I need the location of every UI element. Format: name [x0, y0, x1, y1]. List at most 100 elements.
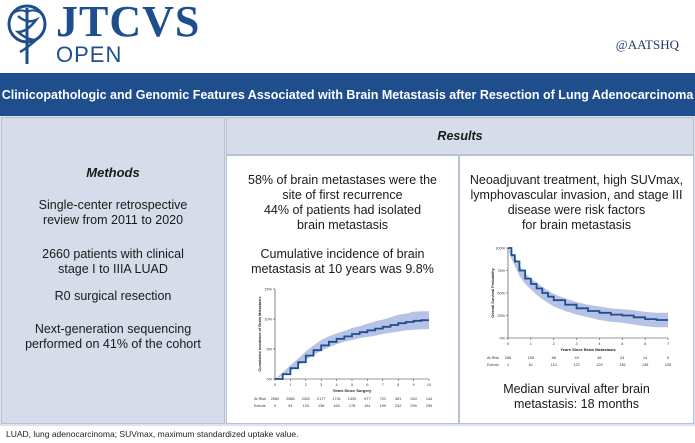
- risk-table-events-value: 199: [380, 404, 386, 408]
- finding-line: lymphovascular invasion, and stage III: [470, 188, 683, 202]
- overall-survival-chart: 0% 25% 50% 75% 100% 0 1 2 3 4 5 6 7 Years Since Brain…: [487, 247, 671, 367]
- x-tick-label: 10: [427, 383, 431, 387]
- confidence-band: [275, 311, 429, 379]
- x-tick-label: 8: [397, 383, 399, 387]
- x-tick-label: 2: [553, 342, 555, 346]
- methods-heading: Methods: [86, 165, 140, 180]
- risk-table-at-risk-value: 264: [410, 397, 416, 401]
- finding-line: site of first recurrence: [282, 188, 403, 202]
- x-tick-label: 6: [366, 383, 368, 387]
- risk-table-at-risk-value: 2660: [271, 397, 279, 401]
- caduceus-logo-icon: [7, 4, 47, 64]
- y-tick-label: 75%: [497, 269, 505, 273]
- risk-table-at-risk-value: 2320: [302, 397, 310, 401]
- methods-panel: Methods Single-center retrospective revi…: [1, 117, 225, 424]
- risk-table-events-value: 232: [395, 404, 401, 408]
- risk-table-at-risk-value: 266: [505, 356, 511, 360]
- cumulative-incidence-chart: 0% 5% 10% 15% 0 1 2 3 4 5 6 7 8 9 10 Years Since Surger…: [254, 288, 432, 408]
- risk-table-label: Events: [254, 404, 266, 408]
- risk-table-at-risk-value: 36: [597, 356, 601, 360]
- finding-line: brain metastasis: [296, 218, 388, 232]
- x-tick-label: 5: [621, 342, 623, 346]
- x-tick-label: 7: [667, 342, 669, 346]
- finding-line: for brain metastasis: [521, 218, 632, 232]
- risk-table-at-risk-value: 144: [426, 397, 432, 401]
- risk-table-events-value: 136: [619, 363, 625, 367]
- risk-table-at-risk-value: 24: [620, 356, 624, 360]
- finding-line: 44% of patients had isolated: [263, 203, 422, 217]
- risk-table-events-value: 103: [303, 404, 309, 408]
- risk-table-events-value: 1: [507, 363, 509, 367]
- risk-table-label: At Risk: [254, 397, 266, 401]
- risk-table-at-risk-value: 481: [395, 397, 401, 401]
- x-tick-label: 0: [507, 342, 509, 346]
- x-tick-label: 5: [351, 383, 353, 387]
- y-tick-label: 5%: [267, 348, 273, 352]
- x-tick-label: 9: [413, 383, 415, 387]
- results-heading: Results: [437, 129, 483, 143]
- series-line: [508, 247, 668, 321]
- header: JTCVS OPEN @AATSHQ: [0, 0, 695, 73]
- finding-line: disease were risk factors: [507, 203, 646, 217]
- finding-line: Cumulative incidence of brain: [260, 247, 425, 261]
- finding-line: 58% of brain metastases were the: [248, 173, 437, 187]
- risk-table-at-risk-value: 1741: [332, 397, 340, 401]
- journal-logo-text: JTCVS: [56, 0, 201, 46]
- risk-table-events-value: 54: [288, 404, 292, 408]
- x-tick-label: 2: [305, 383, 307, 387]
- journal-logo-subtext: OPEN: [56, 42, 123, 67]
- risk-table-events-value: 139: [665, 363, 671, 367]
- risk-table-at-risk-value: 701: [380, 397, 386, 401]
- results-panel-incidence: 58% of brain metastases were the site of…: [226, 155, 459, 424]
- results-panel-survival: Neoadjuvant treatment, high SUVmax, lymp…: [459, 155, 694, 424]
- x-tick-label: 7: [382, 383, 384, 387]
- y-axis-label: Overall Survival Probability: [491, 267, 495, 317]
- risk-table-events-value: 163: [333, 404, 339, 408]
- risk-table-at-risk-value: 1330: [348, 397, 356, 401]
- risk-table-events-value: 122: [573, 363, 579, 367]
- series-line: [275, 319, 429, 380]
- abstract-title-bar: Clinicopathologic and Genomic Features A…: [0, 73, 695, 116]
- risk-table-events-value: 0: [274, 404, 276, 408]
- risk-table-at-risk-value: 2586: [286, 397, 294, 401]
- abstract-title: Clinicopathologic and Genomic Features A…: [1, 87, 694, 102]
- y-axis-label: Cumulative Incidence of Brain Metastasis: [258, 297, 262, 372]
- y-tick-label: 10%: [264, 318, 272, 322]
- risk-table-events-value: 181: [364, 404, 370, 408]
- finding-line: Neoadjuvant treatment, high SUVmax,: [469, 173, 684, 187]
- risk-table-events-value: 136: [318, 404, 324, 408]
- y-tick-label: 15%: [264, 288, 272, 292]
- finding-line: metastasis: 18 months: [513, 397, 640, 411]
- risk-table-events-value: 129: [596, 363, 602, 367]
- x-tick-label: 0: [274, 383, 276, 387]
- x-tick-label: 6: [644, 342, 646, 346]
- risk-table-events-value: 299: [426, 404, 432, 408]
- x-tick-label: 3: [320, 383, 322, 387]
- risk-table-at-risk-value: 977: [364, 397, 370, 401]
- risk-table-at-risk-value: 49: [574, 356, 578, 360]
- y-tick-label: 50%: [497, 292, 505, 296]
- y-tick-label: 0%: [500, 337, 506, 341]
- risk-table-at-risk-value: 2177: [317, 397, 325, 401]
- x-axis-label: Years Since Surgery: [333, 388, 372, 393]
- risk-table-events-value: 110: [551, 363, 557, 367]
- x-tick-label: 4: [336, 383, 338, 387]
- risk-table-events-value: 138: [642, 363, 648, 367]
- x-tick-label: 1: [289, 383, 291, 387]
- finding-line: metastasis at 10 years was 9.8%: [251, 262, 434, 276]
- x-tick-label: 3: [576, 342, 578, 346]
- risk-table-events-value: 61: [529, 363, 533, 367]
- footnote: LUAD, lung adenocarcinoma; SUVmax, maxim…: [6, 429, 299, 439]
- methods-item: Next-generation sequencing performed on …: [25, 322, 201, 351]
- risk-table-at-risk-value: 155: [528, 356, 534, 360]
- methods-item: Single-center retrospective review from …: [38, 198, 188, 227]
- risk-table-at-risk-value: 88: [552, 356, 556, 360]
- risk-table-events-value: 299: [410, 404, 416, 408]
- x-tick-label: 4: [598, 342, 600, 346]
- risk-table-at-risk-value: 14: [643, 356, 647, 360]
- y-tick-label: 0%: [267, 378, 273, 382]
- risk-table-at-risk-value: 9: [667, 356, 669, 360]
- social-handle: @AATSHQ: [615, 37, 679, 52]
- risk-table-events-value: 178: [349, 404, 355, 408]
- confidence-band: [508, 248, 668, 328]
